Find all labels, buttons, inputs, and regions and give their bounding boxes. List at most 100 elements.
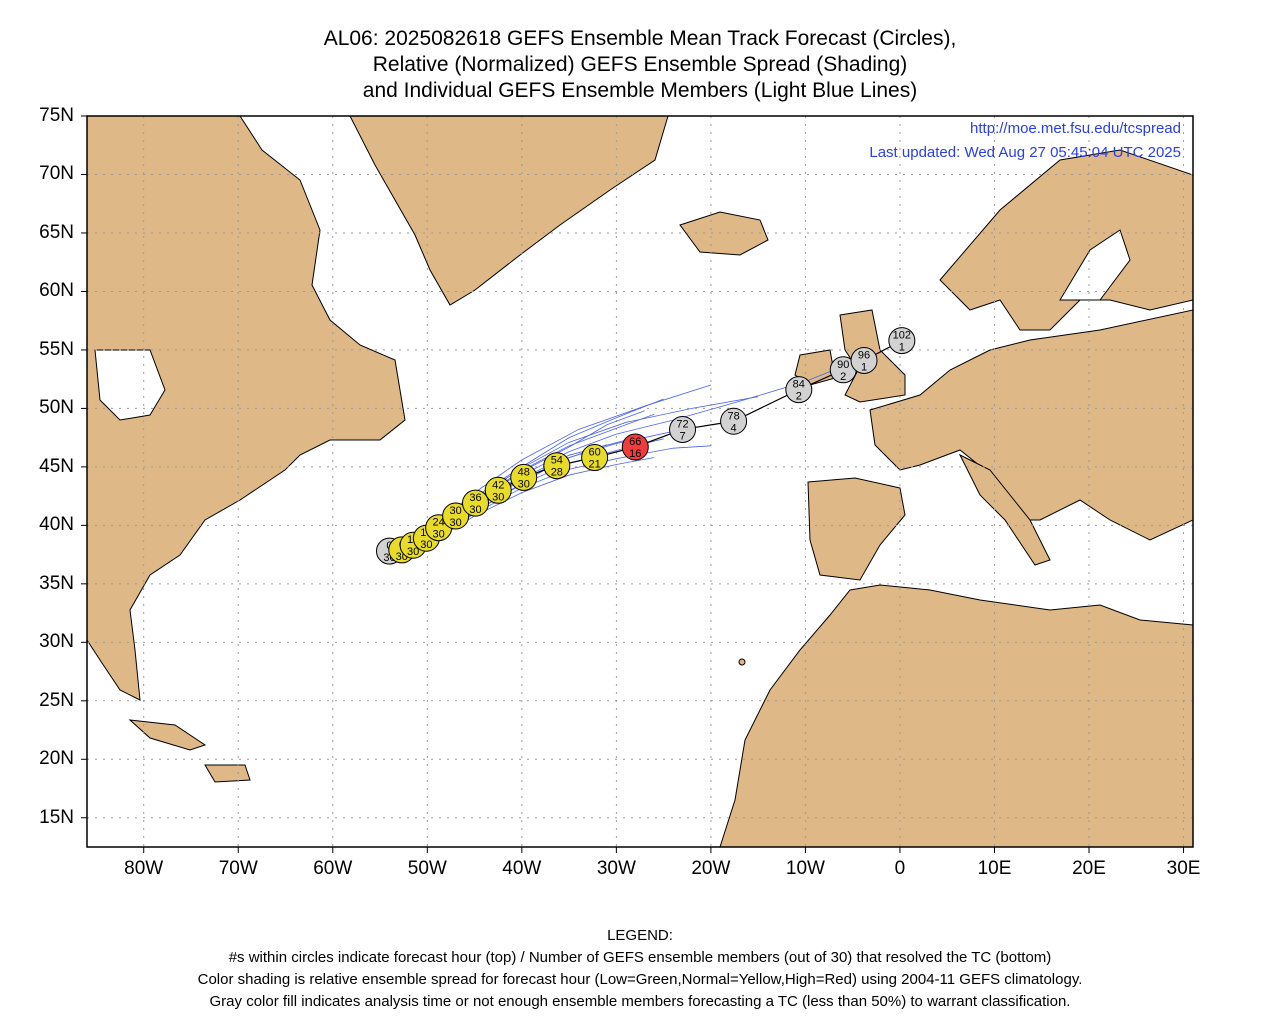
forecast-circle bbox=[720, 407, 748, 435]
member-count: 7 bbox=[679, 430, 685, 442]
lat-label: 50N bbox=[39, 397, 74, 419]
member-count: 16 bbox=[629, 448, 641, 460]
forecast-hour: 24 bbox=[433, 517, 445, 529]
hudson-bay bbox=[94, 349, 166, 421]
lat-label: 60N bbox=[39, 280, 74, 302]
lon-label: 10E bbox=[977, 858, 1012, 879]
legend-heading: LEGEND: bbox=[607, 927, 673, 944]
lon-label: 40W bbox=[502, 858, 542, 879]
land-greenland bbox=[349, 116, 669, 306]
forecast-circle bbox=[543, 452, 571, 480]
forecast-hour: 72 bbox=[676, 418, 688, 430]
title-line-1: AL06: 2025082618 GEFS Ensemble Mean Trac… bbox=[323, 27, 957, 50]
member-count: 21 bbox=[589, 459, 601, 471]
forecast-point: 961 bbox=[850, 346, 878, 374]
land-africa bbox=[719, 584, 1193, 847]
map-title: AL06: 2025082618 GEFS Ensemble Mean Trac… bbox=[0, 26, 1280, 104]
land-europe bbox=[869, 309, 1193, 541]
graticule bbox=[87, 116, 1193, 847]
lon-label: 50W bbox=[407, 858, 447, 879]
member-count: 30 bbox=[450, 517, 462, 529]
plot-frame bbox=[86, 115, 1194, 848]
lat-label: 55N bbox=[39, 338, 74, 360]
member-count: 1 bbox=[861, 361, 867, 373]
lon-label: 30E bbox=[1166, 858, 1201, 879]
lat-label: 25N bbox=[39, 689, 74, 711]
lat-label: 40N bbox=[39, 514, 74, 536]
member-count: 2 bbox=[840, 371, 846, 383]
lon-label: 20W bbox=[691, 858, 731, 879]
forecast-point: 902 bbox=[829, 356, 857, 384]
lon-label: 60W bbox=[313, 858, 353, 879]
land-canary-islands bbox=[738, 658, 746, 666]
member-count: 30 bbox=[469, 504, 481, 516]
lat-label: 45N bbox=[39, 455, 74, 477]
lon-label: 0 bbox=[894, 858, 906, 879]
member-count: 30 bbox=[407, 546, 419, 558]
last-updated-text: Last updated: Wed Aug 27 05:45:04 UTC 20… bbox=[869, 144, 1181, 161]
forecast-circle bbox=[888, 327, 916, 355]
lat-label: 65N bbox=[39, 221, 74, 243]
land-scandinavia bbox=[939, 149, 1193, 331]
lat-label: 35N bbox=[39, 572, 74, 594]
forecast-circle bbox=[442, 502, 470, 530]
forecast-hour: 60 bbox=[589, 447, 601, 459]
credit-url-link[interactable]: http://moe.met.fsu.edu/tcspread bbox=[970, 120, 1181, 137]
forecast-hour: 90 bbox=[837, 359, 849, 371]
title-line-2: Relative (Normalized) GEFS Ensemble Spre… bbox=[372, 53, 908, 76]
legend-line-1: #s within circles indicate forecast hour… bbox=[228, 949, 1052, 966]
legend: LEGEND: #s within circles indicate forec… bbox=[0, 925, 1280, 1013]
land-north-america bbox=[87, 116, 406, 701]
lat-label: 75N bbox=[39, 105, 74, 126]
forecast-hour: 78 bbox=[727, 410, 739, 422]
forecast-circle bbox=[621, 433, 649, 461]
member-count: 30 bbox=[518, 478, 530, 490]
lat-label: 20N bbox=[39, 748, 74, 770]
legend-line-2: Color shading is relative ensemble sprea… bbox=[197, 971, 1083, 988]
land-italy bbox=[958, 453, 1051, 566]
track-circles: 0306301230183024303030363042304830542860… bbox=[375, 327, 916, 565]
lon-label: 30W bbox=[596, 858, 636, 879]
forecast-hour: 48 bbox=[518, 466, 530, 478]
forecast-point: 784 bbox=[720, 407, 748, 435]
forecast-hour: 30 bbox=[450, 505, 462, 517]
forecast-circle bbox=[669, 415, 697, 443]
lat-label: 70N bbox=[39, 163, 74, 185]
member-count: 4 bbox=[731, 422, 737, 434]
forecast-hour: 66 bbox=[629, 436, 641, 448]
member-count: 30 bbox=[420, 539, 432, 551]
lat-label: 15N bbox=[39, 806, 74, 828]
forecast-circle bbox=[785, 376, 813, 404]
member-count: 30 bbox=[492, 491, 504, 503]
lat-label: 30N bbox=[39, 631, 74, 653]
land-cuba bbox=[128, 719, 207, 751]
lon-label: 10W bbox=[785, 858, 825, 879]
lon-label: 80W bbox=[124, 858, 164, 879]
baltic-sea bbox=[1059, 229, 1131, 301]
forecast-hour: 102 bbox=[893, 330, 911, 342]
forecast-circle bbox=[462, 489, 490, 517]
land-iceland bbox=[679, 211, 769, 256]
forecast-hour: 42 bbox=[492, 479, 504, 491]
member-count: 30 bbox=[433, 529, 445, 541]
forecast-circle bbox=[581, 444, 609, 472]
member-count: 2 bbox=[796, 391, 802, 403]
forecast-point: 842 bbox=[785, 376, 813, 404]
title-line-3: and Individual GEFS Ensemble Members (Li… bbox=[362, 79, 918, 102]
legend-line-3: Gray color fill indicates analysis time … bbox=[209, 993, 1071, 1010]
forecast-hour: 96 bbox=[858, 349, 870, 361]
lon-label: 70W bbox=[218, 858, 258, 879]
member-count: 1 bbox=[899, 342, 905, 354]
land-masses bbox=[87, 116, 1193, 847]
forecast-hour: 84 bbox=[793, 379, 805, 391]
land-hispaniola bbox=[204, 764, 251, 783]
land-ireland bbox=[794, 349, 836, 386]
